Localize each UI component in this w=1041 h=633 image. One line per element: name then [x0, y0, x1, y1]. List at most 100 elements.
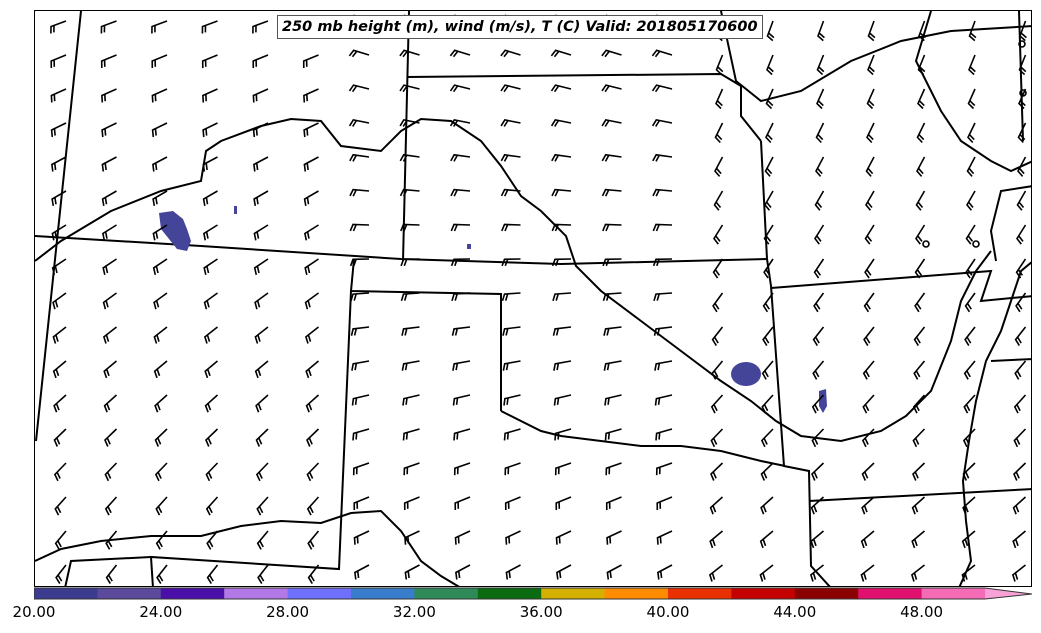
wind-barb — [252, 54, 269, 69]
wind-barb — [404, 530, 420, 545]
wind-barb — [860, 564, 875, 582]
colorbar-segment — [224, 588, 289, 599]
wind-barb — [353, 496, 370, 511]
wind-barb — [812, 326, 825, 347]
wind-barb — [710, 428, 724, 448]
wind-barb — [865, 156, 875, 177]
colorbar-tick-label: 28.00 — [266, 603, 310, 621]
wind-barb — [252, 20, 269, 34]
wind-barb — [404, 564, 420, 580]
wind-barb — [152, 190, 168, 207]
colorbar — [34, 587, 1033, 600]
wind-barb — [764, 156, 774, 177]
wind-barb — [102, 224, 117, 241]
height-contours — [35, 117, 992, 586]
wind-barb — [963, 360, 976, 380]
wind-barb — [102, 292, 117, 310]
boundary-east — [914, 11, 1031, 173]
wind-barb — [913, 326, 926, 347]
wind-barb — [759, 564, 774, 582]
wind-barb — [911, 496, 926, 515]
wind-barb — [1015, 292, 1027, 313]
wind-barb — [864, 224, 875, 245]
wind-barb — [1014, 360, 1027, 380]
wind-barb — [154, 462, 168, 482]
wind-barb — [657, 564, 673, 580]
colorbar-segment — [668, 588, 732, 599]
wind-barb — [101, 88, 117, 103]
wind-barb — [50, 20, 67, 34]
wind-barb — [53, 394, 67, 413]
wind-barb — [152, 224, 168, 241]
wind-barb — [550, 84, 572, 93]
wind-barb — [305, 394, 320, 413]
colorbar-tick-label: 44.00 — [773, 603, 817, 621]
wind-barb — [602, 258, 622, 267]
wind-barb — [402, 394, 420, 406]
wind-barb — [759, 530, 774, 549]
wind-barb — [861, 496, 875, 515]
wind-barb — [966, 156, 976, 177]
wind-barb — [505, 530, 521, 545]
wind-barb — [714, 156, 724, 177]
wind-barb — [202, 156, 218, 172]
wind-barb — [205, 462, 219, 482]
wind-barb — [814, 190, 825, 211]
wind-barb — [554, 462, 572, 476]
colorbar-tick-label: 20.00 — [12, 603, 56, 621]
wind-barb — [963, 394, 976, 414]
wind-barb — [305, 360, 320, 379]
wind-barb — [306, 428, 320, 447]
wind-barb — [103, 394, 118, 413]
wind-barb — [151, 88, 168, 103]
wind-barb — [604, 428, 622, 441]
contour-upper — [35, 117, 992, 443]
boundary-west-1 — [35, 11, 82, 442]
wind-barb — [351, 360, 370, 371]
wind-barb — [254, 360, 269, 379]
wind-barb — [964, 292, 976, 313]
colorbar-segment — [731, 588, 796, 599]
map-canvas — [35, 11, 1031, 586]
wind-barb — [1013, 394, 1027, 414]
wind-barb — [252, 122, 269, 138]
wind-barb — [102, 326, 117, 344]
boundary-ar-ms — [990, 358, 1031, 362]
wind-barb — [400, 292, 420, 302]
wind-barb — [256, 530, 269, 550]
wind-barb — [860, 530, 875, 549]
wind-barb — [304, 326, 319, 344]
wind-barb — [501, 292, 521, 302]
wind-barb — [813, 258, 825, 279]
state-boundaries — [35, 11, 1031, 586]
wind-barb — [864, 258, 875, 279]
wind-barb — [814, 224, 825, 245]
wind-barb — [155, 496, 168, 516]
wind-barb — [504, 462, 521, 476]
wind-barb — [915, 224, 926, 245]
wind-barb — [50, 88, 67, 103]
temperature-fill — [159, 206, 827, 413]
colorbar-tick-label: 48.00 — [900, 603, 944, 621]
wind-barb — [1012, 496, 1027, 515]
wind-barb — [303, 122, 319, 138]
wind-barb — [553, 360, 572, 371]
wind-barb — [350, 326, 370, 336]
wind-barb — [764, 190, 774, 211]
wind-barb — [500, 84, 521, 93]
wind-barb — [451, 326, 471, 336]
contour-lower — [35, 509, 460, 586]
wind-barb — [714, 122, 724, 144]
temp-blob-5 — [467, 244, 471, 249]
wind-barb — [550, 49, 572, 58]
wind-barb — [962, 496, 976, 515]
wind-barb — [306, 462, 320, 482]
wind-barb — [866, 122, 875, 144]
wind-barb — [51, 156, 67, 172]
wind-barb — [449, 119, 471, 127]
wind-barb — [914, 292, 926, 313]
wind-barb — [967, 88, 976, 110]
wind-barb — [711, 360, 724, 380]
wind-barb — [349, 153, 370, 162]
colorbar-segment — [160, 588, 225, 599]
